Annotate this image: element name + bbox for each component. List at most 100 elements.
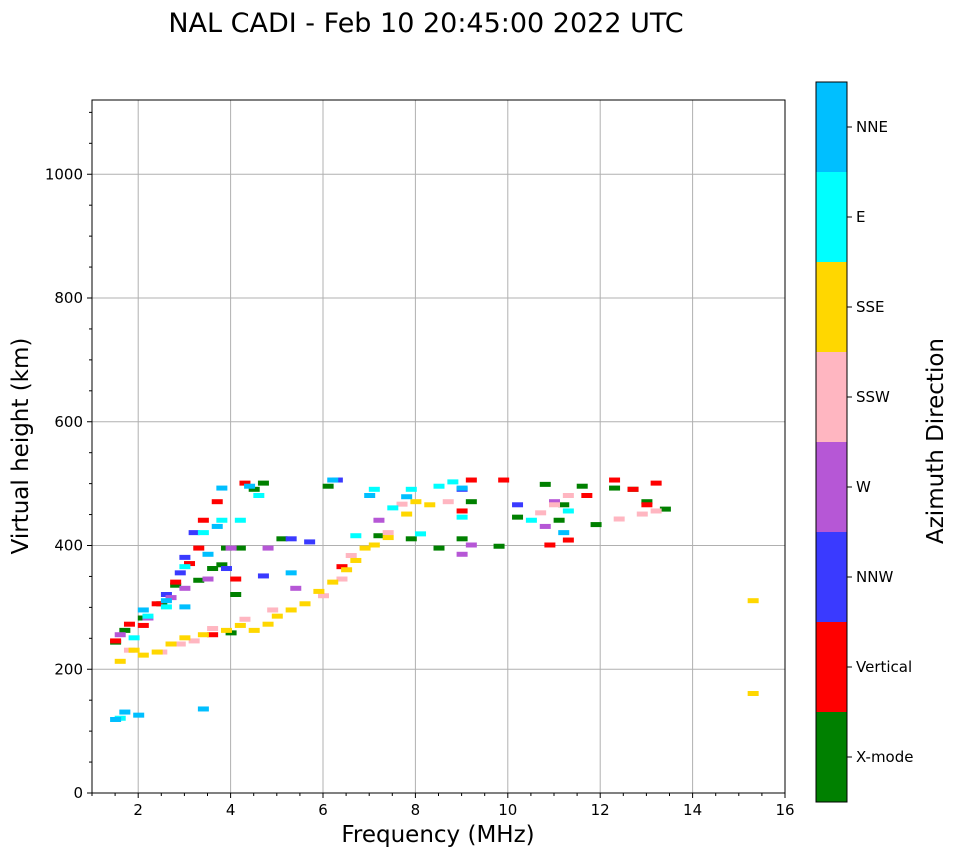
data-point	[433, 545, 445, 551]
data-point	[410, 499, 422, 505]
data-point	[160, 592, 172, 597]
data-point	[230, 592, 242, 597]
colorbar-frame	[815, 81, 848, 803]
data-point	[142, 613, 154, 619]
data-point	[327, 477, 339, 483]
y-tick-label: 1000	[45, 165, 83, 183]
data-point	[119, 709, 131, 715]
data-point	[382, 535, 394, 541]
colorbar-swatch	[816, 622, 847, 712]
data-point	[170, 579, 182, 585]
data-point	[110, 716, 122, 722]
data-point	[609, 485, 621, 491]
colorbar-swatch	[816, 262, 847, 352]
data-point	[151, 649, 163, 655]
data-point	[613, 516, 625, 522]
data-point	[133, 712, 145, 718]
data-point	[447, 479, 459, 485]
data-point	[257, 480, 269, 486]
data-point	[350, 533, 362, 539]
data-point	[498, 477, 510, 483]
data-point	[539, 523, 551, 529]
data-point	[216, 485, 228, 491]
data-point	[405, 536, 417, 542]
data-point	[465, 542, 477, 548]
data-point	[211, 499, 223, 505]
data-point	[382, 530, 394, 536]
colorbar-label: W	[856, 478, 871, 496]
data-point	[179, 554, 191, 560]
data-point	[553, 517, 565, 523]
data-point	[493, 543, 505, 549]
data-point	[119, 627, 131, 633]
data-point	[290, 585, 302, 591]
colorbar-swatch	[816, 532, 847, 622]
data-point	[216, 562, 228, 568]
data-point	[341, 567, 353, 573]
data-point	[562, 493, 574, 498]
data-point	[234, 545, 246, 551]
data-point	[137, 607, 149, 613]
x-tick-label: 8	[411, 801, 421, 819]
data-point	[609, 477, 621, 483]
data-point	[188, 638, 200, 644]
data-point	[202, 551, 214, 557]
x-tick-label: 12	[591, 801, 610, 819]
data-point	[405, 486, 417, 492]
data-point	[179, 585, 191, 591]
data-point	[581, 493, 593, 498]
data-point	[110, 638, 122, 644]
data-point	[401, 511, 413, 517]
data-point	[257, 573, 269, 579]
data-point	[160, 604, 172, 610]
data-point	[747, 598, 759, 604]
data-point	[558, 530, 570, 536]
data-point	[137, 622, 149, 628]
data-point	[558, 502, 570, 508]
data-point	[304, 539, 316, 545]
data-point	[225, 545, 237, 551]
data-point	[456, 508, 468, 514]
data-point	[253, 493, 265, 498]
data-point	[636, 511, 648, 517]
colorbar: X-mode Vertical NNW W SSW SSE E NNE	[815, 81, 913, 803]
data-point	[123, 621, 135, 627]
data-point	[549, 502, 560, 508]
data-point	[368, 542, 380, 548]
data-point	[184, 561, 196, 567]
data-point	[179, 604, 191, 610]
data-point	[202, 576, 214, 582]
colorbar-label: NNW	[856, 568, 893, 586]
x-tick-label: 4	[226, 801, 236, 819]
data-point	[327, 579, 339, 585]
y-tick-label: 400	[54, 537, 83, 555]
data-point	[193, 545, 205, 551]
data-point	[424, 502, 436, 508]
data-point	[373, 533, 385, 539]
data-point	[211, 523, 223, 529]
colorbar-swatch	[816, 352, 847, 442]
data-point	[197, 530, 209, 536]
data-point	[165, 595, 177, 601]
data-points	[110, 477, 759, 722]
data-point	[220, 627, 232, 633]
data-point	[535, 510, 547, 516]
data-point	[197, 632, 209, 638]
data-point	[465, 477, 477, 483]
data-point	[322, 483, 334, 489]
data-point	[659, 506, 671, 512]
data-point	[747, 691, 759, 696]
data-point	[456, 514, 468, 520]
data-point	[128, 647, 140, 653]
data-point	[350, 557, 362, 563]
data-point	[465, 499, 477, 505]
data-point	[262, 545, 274, 551]
data-point	[396, 501, 408, 507]
data-point	[197, 517, 209, 523]
colorbar-swatch	[816, 442, 847, 532]
x-tick-label: 6	[318, 801, 328, 819]
grid	[92, 100, 785, 793]
data-point	[220, 566, 232, 572]
data-point	[318, 593, 329, 599]
data-point	[373, 517, 385, 523]
